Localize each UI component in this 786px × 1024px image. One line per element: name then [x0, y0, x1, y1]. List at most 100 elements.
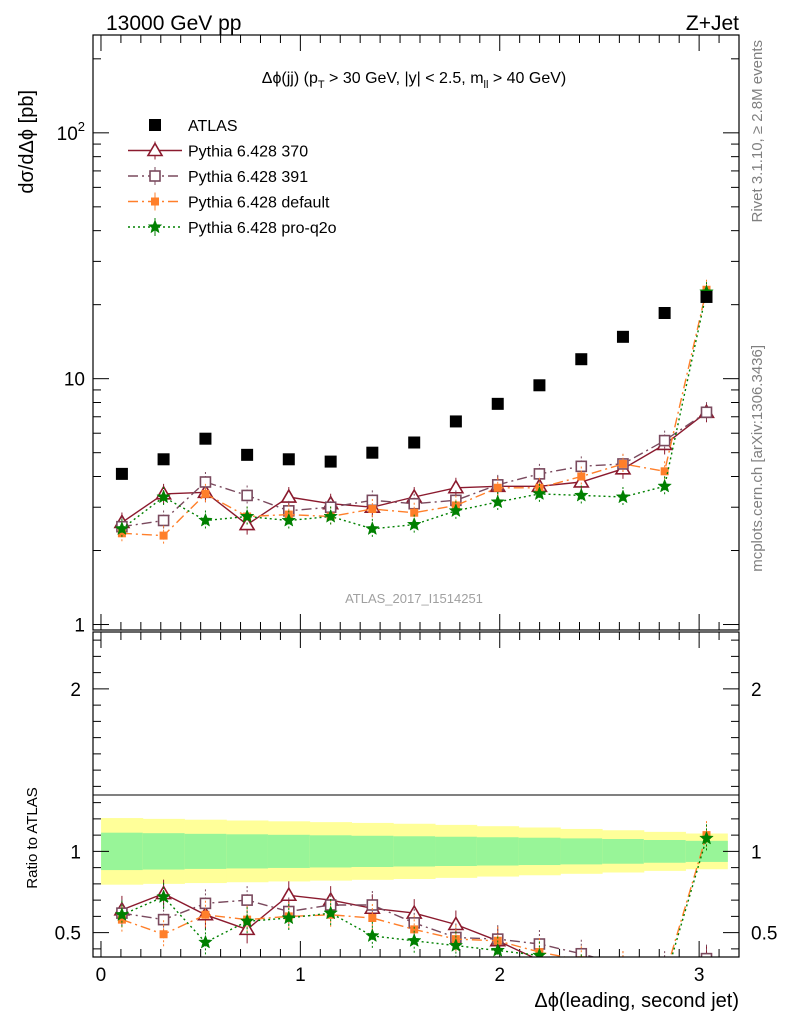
ratio-point — [199, 897, 212, 910]
data-point-atlas — [282, 453, 295, 466]
data-point-atlas — [575, 353, 588, 366]
uncertainty-band-inner — [560, 838, 603, 865]
data-point — [156, 489, 171, 504]
ratio-axis-ticks: 0.5 0.5 1 1 2 2 0 1 2 3 — [55, 632, 777, 986]
data-point — [201, 489, 210, 498]
data-point-atlas — [616, 330, 629, 343]
uncertainty-band-inner — [226, 834, 269, 869]
data-point-atlas — [491, 397, 504, 410]
ratio-point — [117, 915, 126, 924]
y-tick-label-ratio-right: 2 — [751, 680, 762, 701]
main-panel: 1 10 102 Δϕ(jj) (pT > 30 GeV, |y| < 2.5, m… — [16, 34, 740, 637]
data-point-atlas — [157, 453, 170, 466]
uncertainty-band-inner — [476, 837, 520, 866]
x-tick-label: 2 — [494, 965, 505, 986]
uncertainty-band-inner — [685, 840, 728, 862]
data-point — [490, 494, 506, 509]
ratio-point — [114, 907, 130, 921]
main-axis-ticks: 1 10 102 — [57, 35, 740, 637]
data-point — [365, 521, 380, 536]
legend-marker — [149, 119, 161, 131]
ratio-point — [658, 966, 672, 978]
ratio-point — [658, 974, 671, 987]
ratio-point — [575, 961, 588, 974]
legend-entry-3: Pythia 6.428 default — [128, 192, 330, 212]
ratio-point — [281, 910, 297, 925]
legend-marker — [151, 197, 159, 206]
y-tick-label-main: 102 — [57, 119, 85, 145]
header-left: 13000 GeV pp — [106, 12, 241, 35]
uncertainty-band-inner — [184, 833, 227, 869]
header-right: Z+Jet — [686, 12, 739, 35]
ratio-point — [532, 947, 547, 957]
data-point — [198, 512, 213, 527]
data-point — [241, 489, 253, 502]
mcplots-label: mcplots.cern.ch [arXiv:1306.3436] — [749, 345, 766, 572]
legend-entry-1: Pythia 6.428 370 — [128, 141, 308, 161]
uncertainty-band-inner — [351, 835, 394, 867]
legend: ATLAS Pythia 6.428 370 Pythia 6.428 391 Pyt… — [128, 118, 337, 237]
data-point-atlas — [366, 446, 379, 459]
ratio-point — [323, 905, 338, 920]
ratio-frame — [92, 631, 740, 958]
data-point-atlas — [449, 415, 462, 428]
rivet-version-label: Rivet 3.1.10, ≥ 2.8M events — [749, 40, 766, 223]
y-tick-label-ratio: 2 — [70, 680, 81, 701]
ratio-point — [619, 961, 627, 969]
data-point — [618, 459, 627, 468]
data-point — [406, 516, 422, 531]
ratio-point — [616, 970, 629, 983]
legend-entry-4: Pythia 6.428 pro-q2o — [128, 218, 337, 237]
data-point — [323, 508, 338, 523]
ratio-point — [410, 925, 419, 934]
data-point-atlas — [533, 379, 546, 392]
uncertainty-band-inner — [435, 836, 478, 866]
data-point-atlas — [408, 436, 421, 449]
data-point — [410, 508, 419, 517]
data-point — [493, 483, 502, 492]
data-point-atlas — [115, 467, 128, 480]
data-point — [660, 467, 669, 476]
y-tick-label-ratio-right: 1 — [751, 842, 762, 863]
data-point — [448, 503, 464, 518]
analysis-watermark: ATLAS_2017_I1514251 — [345, 591, 483, 606]
chart-title: Δϕ(jj) (pT > 30 GeV, |y| < 2.5, mll > 40… — [262, 70, 566, 91]
ratio-series-layer — [113, 821, 714, 987]
data-point — [615, 489, 631, 504]
data-point-atlas — [324, 455, 337, 468]
data-point — [199, 476, 212, 488]
data-point — [159, 531, 168, 540]
x-axis-label: Δϕ(leading, second jet) — [534, 990, 739, 1012]
main-frame — [92, 34, 740, 631]
y-tick-label-ratio: 0.5 — [55, 924, 81, 945]
ratio-point — [368, 914, 377, 922]
data-point — [532, 486, 547, 501]
data-point — [658, 434, 671, 447]
main-series-layer — [113, 279, 715, 546]
ratio-point — [660, 960, 670, 970]
y-tick-label-main: 1 — [74, 616, 85, 637]
y-tick-label-ratio-right: 0.5 — [751, 924, 777, 945]
x-tick-label: 3 — [694, 965, 705, 986]
uncertainty-band-inner — [518, 837, 561, 866]
uncertainty-band-inner — [602, 839, 645, 864]
y-axis-label-main: dσ/dΔϕ [pb] — [16, 90, 38, 194]
data-point — [533, 468, 546, 480]
uncertainty-band-inner — [643, 840, 686, 863]
series-ratio-4 — [114, 824, 714, 987]
ratio-point — [448, 937, 464, 952]
legend-marker — [149, 170, 161, 182]
series-main-atlas — [115, 290, 713, 480]
uncertainty-band-inner — [267, 834, 311, 868]
ratio-point — [280, 886, 298, 902]
y-axis-label-ratio: Ratio to ATLAS — [24, 787, 41, 888]
data-point — [368, 505, 377, 514]
ratio-point — [159, 930, 168, 939]
data-point — [281, 512, 297, 527]
ratio-point — [574, 966, 588, 978]
ratio-point — [156, 889, 171, 904]
ratio-point — [365, 928, 380, 943]
ratio-point — [239, 913, 255, 928]
uncertainty-band-inner — [142, 833, 185, 870]
